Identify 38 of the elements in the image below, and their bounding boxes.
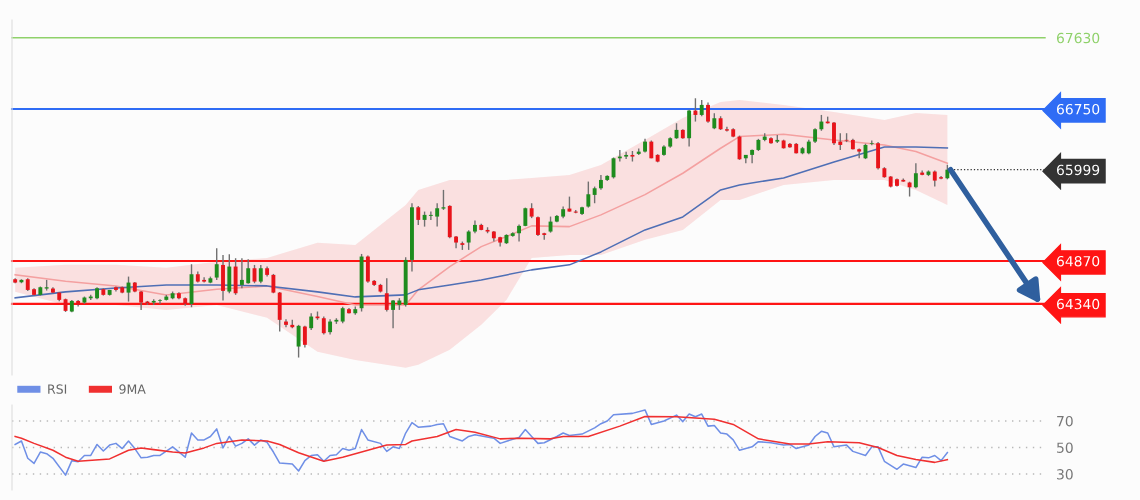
- legend-label: RSI: [48, 384, 67, 394]
- y-tick-label: 50: [1057, 442, 1073, 453]
- candlestick: [246, 258, 251, 285]
- candlestick: [214, 247, 219, 281]
- candlestick: [913, 162, 918, 189]
- candlestick: [706, 101, 710, 124]
- candlestick: [693, 97, 698, 123]
- y-tick-label: 65999: [1056, 164, 1100, 176]
- candlestick: [239, 257, 244, 289]
- candlestick: [321, 315, 326, 336]
- candlestick: [384, 277, 389, 313]
- candlestick: [296, 324, 301, 359]
- candlestick: [302, 325, 307, 349]
- candlestick: [202, 276, 207, 284]
- candlestick: [857, 147, 862, 159]
- candlestick: [284, 318, 288, 328]
- candlestick: [435, 202, 440, 228]
- line-series: [14, 409, 949, 476]
- y-tick-label: 64340: [1056, 298, 1100, 310]
- y-tick-label: 64870: [1056, 255, 1100, 267]
- candlestick: [624, 151, 629, 160]
- candlestick: [258, 264, 263, 284]
- candlestick: [158, 298, 162, 305]
- candlestick: [391, 299, 396, 329]
- y-tick-label: 67630: [1056, 32, 1100, 44]
- candlestick: [466, 229, 471, 251]
- candlestick: [416, 205, 421, 226]
- candlestick: [750, 148, 755, 164]
- y-tick-label: 66750: [1056, 103, 1100, 115]
- candlestick: [832, 121, 836, 146]
- candlestick: [586, 180, 591, 209]
- legend-label: 9MA: [119, 384, 146, 394]
- y-tick-label: 30: [1057, 469, 1073, 480]
- y-tick-label: 70: [1057, 415, 1073, 427]
- candlestick: [428, 210, 433, 221]
- candlestick: [441, 189, 446, 211]
- line-series: [14, 415, 949, 464]
- candlestick: [139, 290, 144, 311]
